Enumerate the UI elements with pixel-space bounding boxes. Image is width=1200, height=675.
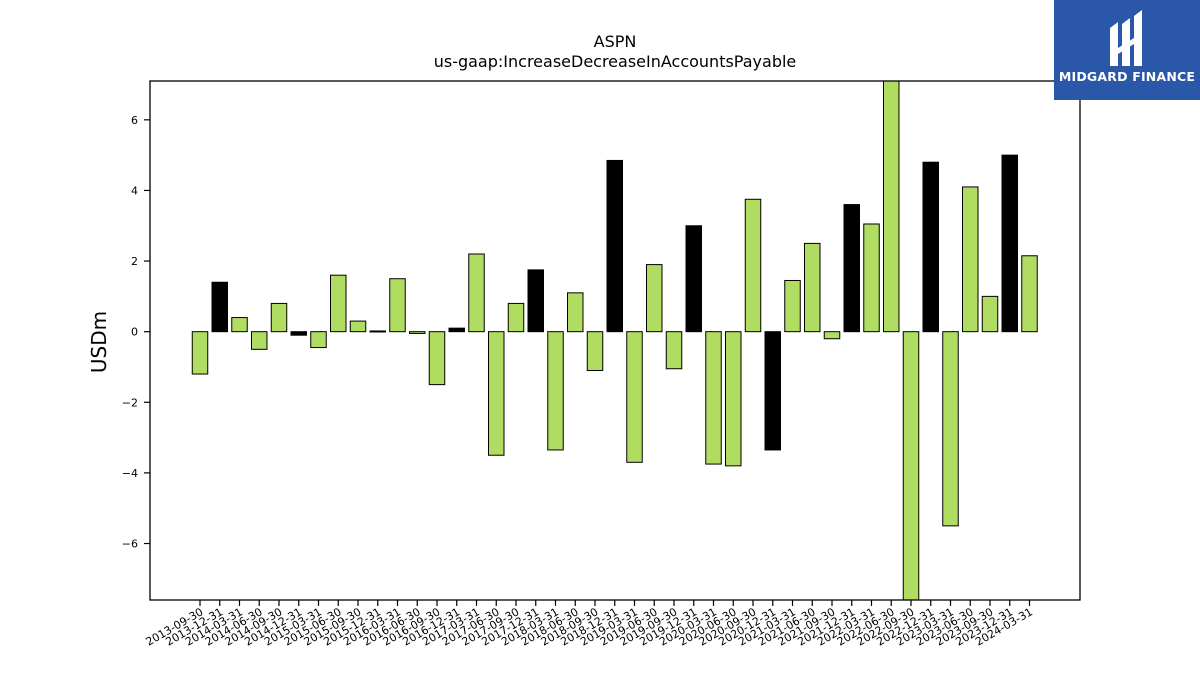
y-tick-label: 4 [131, 184, 138, 197]
bar [349, 320, 367, 333]
brand-logo: MIDGARD FINANCE [1054, 0, 1200, 100]
bar [369, 330, 386, 333]
midgard-logo-icon [1110, 10, 1142, 66]
bar [507, 302, 525, 333]
bar [389, 278, 406, 333]
bar [685, 225, 702, 333]
bar [606, 159, 623, 333]
chart-subtitle: us-gaap:IncreaseDecreaseInAccountsPayabl… [433, 52, 797, 71]
y-tick-label: 6 [131, 114, 138, 127]
bar [863, 223, 880, 333]
bar [409, 331, 426, 334]
bar [586, 331, 604, 372]
y-tick-label: −2 [122, 396, 138, 409]
bar [231, 317, 248, 333]
bar [527, 269, 544, 333]
bar [902, 331, 920, 601]
bar [725, 331, 742, 467]
y-tick-label: −6 [122, 538, 138, 551]
bar [547, 331, 564, 451]
y-tick-label: 2 [131, 255, 138, 268]
bar [843, 204, 860, 333]
chart-title: ASPN [593, 32, 637, 51]
bar [488, 331, 505, 456]
bar [784, 279, 801, 333]
plot-frame [149, 80, 1081, 601]
logo-text: MIDGARD FINANCE [1058, 69, 1196, 84]
bar [804, 242, 821, 333]
bar [428, 331, 446, 386]
y-tick-label: 0 [131, 326, 138, 339]
bar [744, 198, 762, 333]
bar [646, 264, 663, 333]
bar [764, 331, 781, 451]
bar [942, 331, 959, 527]
bar [251, 331, 268, 350]
bar [883, 80, 900, 333]
bar [211, 281, 228, 333]
bar [567, 292, 584, 333]
bar [705, 331, 722, 465]
bar [290, 331, 307, 336]
bar [310, 331, 327, 349]
bar [1001, 154, 1018, 333]
bar [1021, 255, 1038, 333]
bar [981, 295, 999, 333]
y-tick-label: −4 [122, 467, 138, 480]
bar [962, 186, 979, 333]
bar [191, 331, 209, 375]
bar [448, 327, 465, 333]
bar [468, 253, 485, 333]
bar [270, 302, 288, 333]
bar [922, 161, 939, 333]
bar [665, 331, 683, 370]
bar [626, 331, 643, 463]
bar [823, 331, 841, 340]
bar [330, 274, 347, 333]
